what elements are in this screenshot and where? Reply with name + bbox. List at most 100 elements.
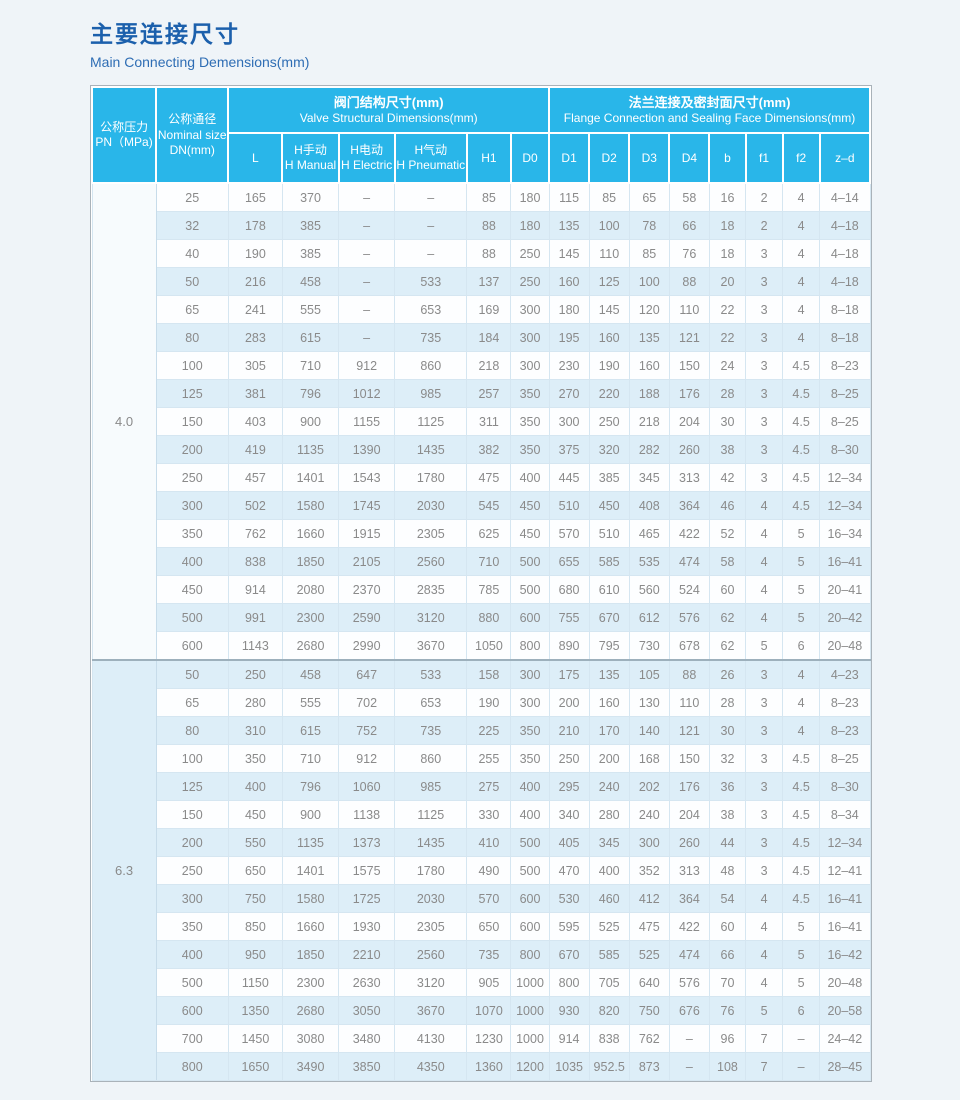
table-cell: 4 [782,716,821,746]
table-cell: 410 [466,828,512,858]
table-cell: 300 [510,351,550,381]
table-cell: 800 [510,631,550,661]
table-cell: 735 [394,323,468,353]
table-cell: 3490 [281,1052,340,1082]
table-cell: 44 [708,828,747,858]
table-cell: 670 [548,940,590,970]
header-dn-en2: DN(mm) [169,143,215,158]
col-header-d0: D0 [509,132,551,185]
table-cell: 110 [588,239,630,269]
table-cell: 5 [782,519,821,549]
table-cell: 190 [227,239,283,269]
table-cell: 8–23 [819,716,871,746]
dn-cell: 150 [155,800,229,830]
table-cell: 795 [588,631,630,661]
table-cell: 653 [394,688,468,718]
table-cell: 545 [466,491,512,521]
table-cell: 3 [744,267,784,297]
col-header-h-electric: H电动 H Electric [337,132,396,185]
table-cell: 600 [510,603,550,633]
table-cell: 4 [744,547,784,577]
table-cell: 275 [466,772,512,802]
table-cell: 4–23 [819,659,871,690]
table-cell: 1580 [281,491,340,521]
table-cell: 500 [510,856,550,886]
table-cell: 838 [227,547,283,577]
table-cell: 1450 [227,1024,283,1054]
table-cell: 16–41 [819,884,871,914]
table-cell: 180 [548,295,590,325]
table-cell: 2590 [338,603,396,633]
header-dn-zh: 公称通径 [168,111,217,126]
table-cell: 20–58 [819,996,871,1026]
table-row: 150 450 900 1138 1125 330 400 340 280 240 204 38 3 4.… [92,800,871,830]
col-header-h-manual: H手动 H Manual [281,132,340,185]
table-cell: 600 [510,884,550,914]
table-cell: 403 [227,407,283,437]
table-cell: 1143 [227,631,283,661]
table-cell: 1000 [510,996,550,1026]
table-cell: – [394,211,468,241]
table-cell: 1135 [281,828,340,858]
table-cell: 135 [628,323,670,353]
table-cell: 2030 [394,491,468,521]
table-cell: 16 [708,182,747,213]
table-cell: 950 [227,940,283,970]
table-cell: 510 [588,519,630,549]
table-cell: 8–30 [819,772,871,802]
table-cell: 3120 [394,603,468,633]
table-cell: 8–25 [819,407,871,437]
table-cell: 412 [628,884,670,914]
table-cell: 48 [708,856,747,886]
table-cell: 1725 [338,884,396,914]
table-cell: 510 [548,491,590,521]
table-cell: 2370 [338,575,396,605]
table-row: 80 310 615 752 735 225 350 210 170 140 121 30 3 4 8–23 [92,716,871,746]
table-cell: 450 [227,800,283,830]
table-cell: 400 [227,772,283,802]
table-cell: 135 [548,211,590,241]
table-cell: 912 [338,351,396,381]
table-cell: 120 [628,295,670,325]
table-cell: 16–41 [819,912,871,942]
table-cell: 930 [548,996,590,1026]
table-cell: 150 [668,351,710,381]
table-cell: 282 [628,435,670,465]
table-cell: 195 [548,323,590,353]
header-flange-group: 法兰连接及密封面尺寸(mm) Flange Connection and Sea… [548,86,871,135]
table-cell: 345 [588,828,630,858]
dimensions-table: 公称压力 PN（MPa) 公称通径 Nominal size DN(mm) 阀门… [90,86,872,1082]
table-cell: 474 [668,940,710,970]
table-cell: 20–42 [819,603,871,633]
table-cell: – [338,182,396,213]
table-cell: 3 [744,716,784,746]
table-cell: 3 [744,295,784,325]
table-cell: 150 [668,744,710,774]
table-cell: 4.5 [782,884,821,914]
table-row: 125 400 796 1060 985 275 400 295 240 202 176 36 3 4.5… [92,772,871,802]
table-cell: 985 [394,379,468,409]
table-cell: 3120 [394,968,468,998]
table-cell: 3 [744,351,784,381]
table-cell: 762 [628,1024,670,1054]
table-cell: – [338,323,396,353]
table-cell: 3 [744,688,784,718]
col-header-h-electric-en: H Electric [340,158,393,173]
table-cell: 647 [338,659,396,690]
dn-cell: 600 [155,996,229,1026]
table-cell: 8–23 [819,351,871,381]
table-cell: 600 [510,912,550,942]
table-cell: 796 [281,379,340,409]
table-cell: 4.5 [782,800,821,830]
table-cell: 710 [281,744,340,774]
table-row: 600 1350 2680 3050 3670 1070 1000 930 820 750 676 7… [92,996,871,1026]
col-header-h-manual-en: H Manual [284,158,337,173]
table-cell: 204 [668,800,710,830]
table-cell: 1060 [338,772,396,802]
table-cell: 750 [628,996,670,1026]
table-cell: 1850 [281,940,340,970]
table-cell: – [668,1024,710,1054]
header-flange-group-en: Flange Connection and Sealing Face Dimen… [563,111,856,126]
dn-cell: 125 [155,379,229,409]
table-cell: 283 [227,323,283,353]
